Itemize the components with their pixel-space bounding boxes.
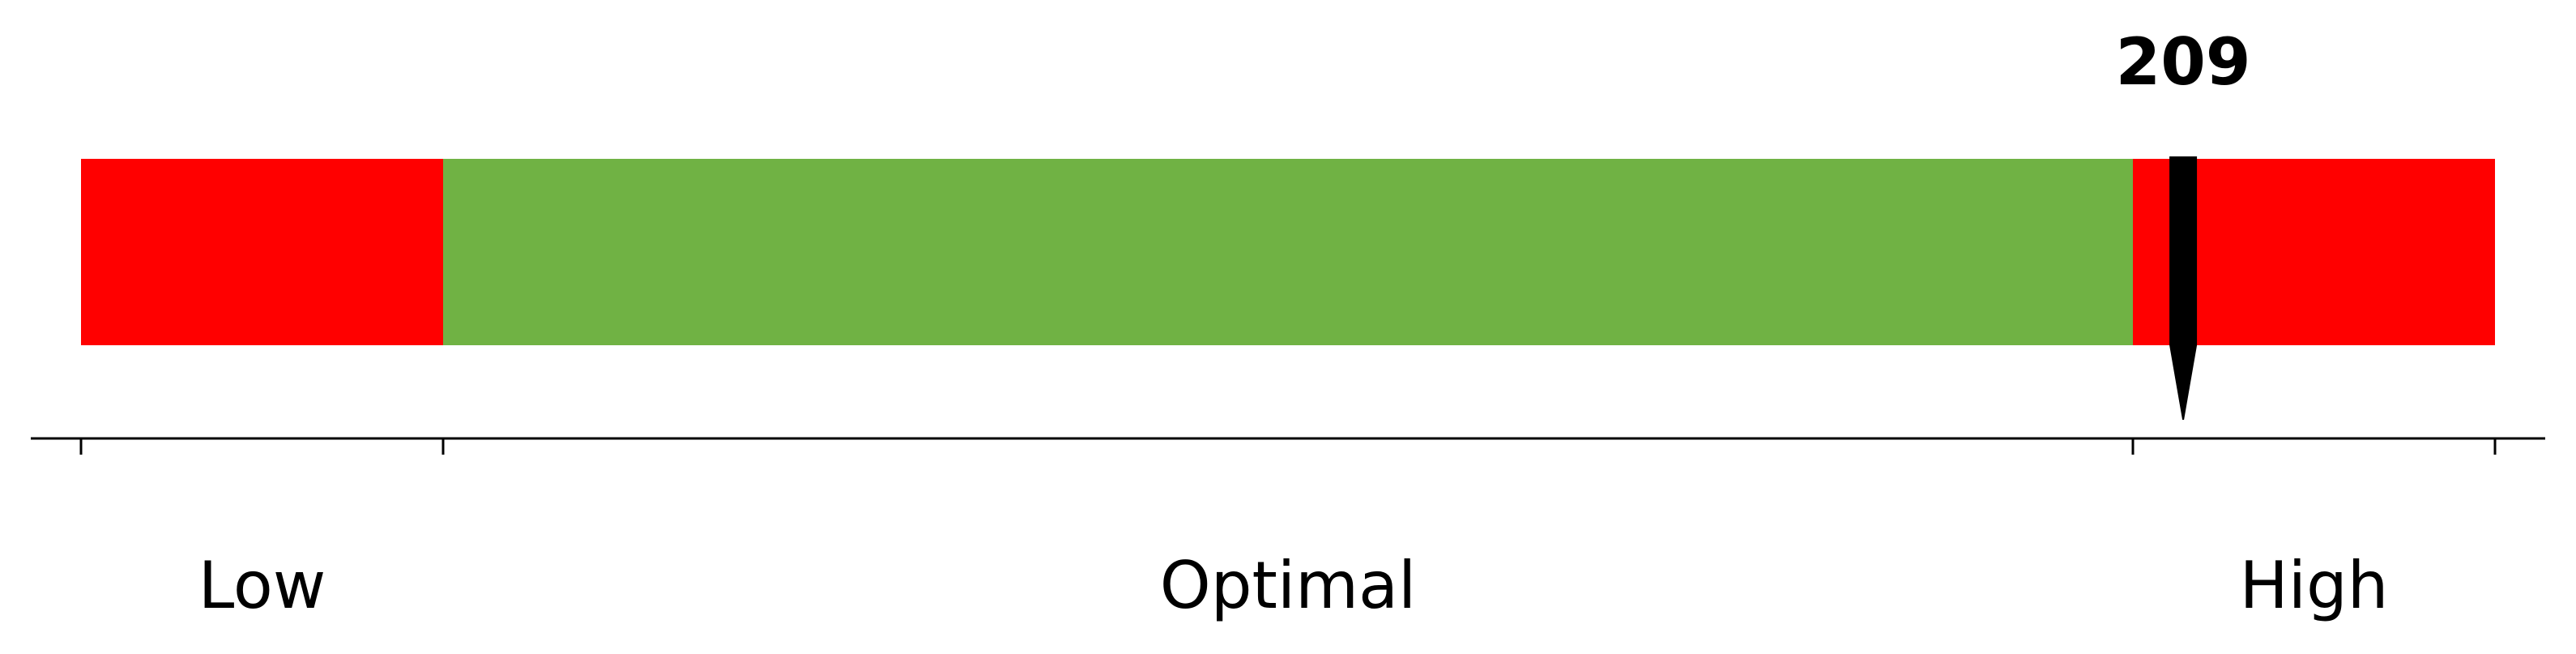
value-label: 209: [2116, 24, 2251, 100]
zone-label-high: High: [2240, 548, 2389, 623]
value-marker-bar: [2169, 156, 2198, 345]
zone-label-optimal: Optimal: [1160, 548, 1417, 623]
gauge-axis: [31, 437, 2545, 455]
value-marker-pointer: [2169, 345, 2198, 420]
gauge-segment-optimal: [443, 159, 2133, 345]
gauge-segments: [81, 159, 2495, 345]
gauge-segment-low: [81, 159, 443, 345]
zone-label-low: Low: [198, 548, 326, 623]
value-marker: [2169, 156, 2198, 420]
zone-labels: Low Optimal High: [198, 548, 2389, 623]
